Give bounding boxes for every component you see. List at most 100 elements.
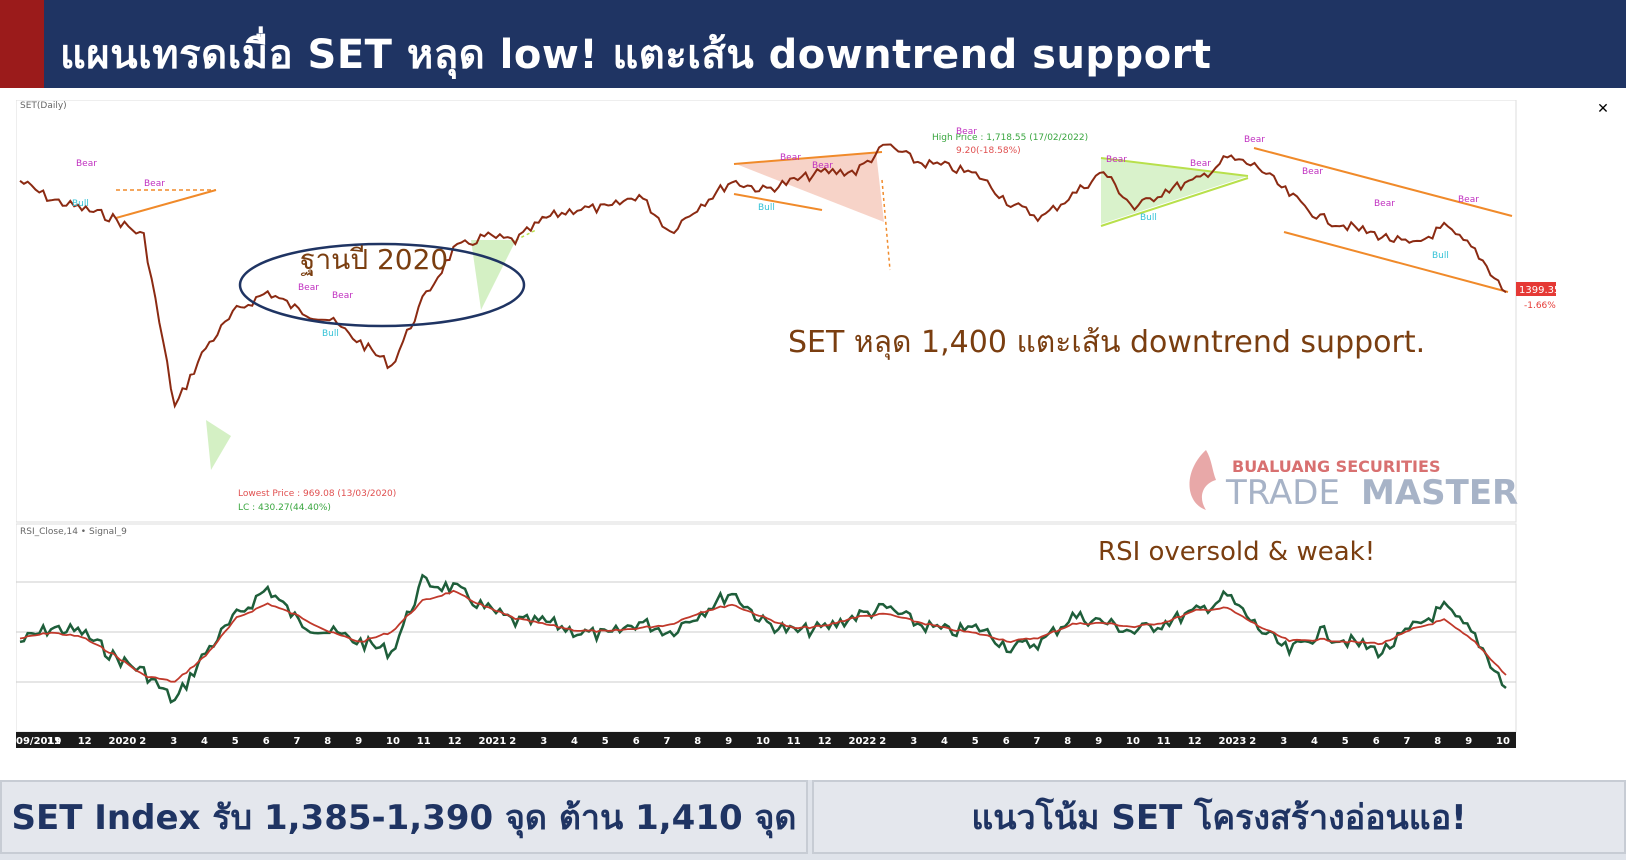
bear-marker: Bear	[298, 283, 319, 293]
x-axis-tick-label: 2	[139, 736, 146, 747]
trendline-a	[733, 151, 883, 165]
x-axis-tick-label: 10	[1496, 736, 1510, 747]
last-price-change: -1.66%	[1524, 301, 1556, 311]
downtrend-support	[1283, 231, 1509, 293]
main-annotation: SET หลุด 1,400 แตะเส้น downtrend support…	[788, 325, 1425, 361]
bear-marker: Bear	[1302, 167, 1323, 177]
x-axis-tick-label: 11	[787, 736, 801, 747]
x-axis-tick-label: 5	[972, 736, 979, 747]
bear-marker: Bear	[812, 161, 833, 171]
x-axis-tick-label: 11	[417, 736, 431, 747]
x-axis-tick-label: 4	[571, 736, 578, 747]
support-resistance-summary: SET Index รับ 1,385-1,390 จุด ต้าน 1,410…	[0, 780, 808, 854]
x-axis-tick-label: 4	[1311, 736, 1318, 747]
bull-marker: Bull	[72, 199, 89, 209]
watermark-master: MASTER	[1361, 473, 1518, 513]
watermark-line1: BUALUANG SECURITIES	[1232, 457, 1440, 476]
x-axis-tick-label: 10	[756, 736, 770, 747]
last-price-value: 1399.35	[1519, 285, 1560, 296]
watermark-trade: TRADE	[1225, 473, 1340, 513]
x-axis-tick-label: 12	[78, 736, 92, 747]
bear-marker: Bear	[1244, 135, 1265, 145]
trend-summary: แนวโน้ม SET โครงสร้างอ่อนแอ!	[812, 780, 1626, 854]
title-accent	[0, 0, 44, 88]
x-axis-tick-label: 8	[1064, 736, 1071, 747]
x-axis-tick-label: 2	[879, 736, 886, 747]
trendline-c	[1100, 157, 1249, 177]
page-title: แผนเทรดเมื่อ SET หลุด low! แตะเส้น downt…	[60, 32, 1212, 78]
price-panel-label: SET(Daily)	[20, 101, 67, 111]
x-axis-tick-label: 2023	[1219, 736, 1247, 747]
x-axis-tick-label: 10	[386, 736, 400, 747]
bear-marker: Bear	[780, 153, 801, 163]
bull-marker: Bull	[322, 329, 339, 339]
bear-marker: Bear	[144, 179, 165, 189]
triangle-pattern-1	[736, 152, 884, 222]
trademaster-watermark: BUALUANG SECURITIES TRADE MASTER	[1189, 450, 1518, 513]
x-axis-tick-label: 3	[910, 736, 917, 747]
x-axis-tick-label: 2021	[479, 736, 507, 747]
bear-marker: Bear	[1458, 195, 1479, 205]
x-axis-tick-label: 11	[47, 736, 61, 747]
x-axis-tick-label: 2	[509, 736, 516, 747]
x-axis-tick-label: 7	[1034, 736, 1041, 747]
trendline-g	[515, 229, 537, 241]
price-series-line	[19, 143, 1507, 409]
x-axis-tick-label: 6	[1003, 736, 1010, 747]
x-axis-tick-label: 7	[294, 736, 301, 747]
x-axis-tick-label: 12	[818, 736, 832, 747]
high-change-label: 9.20(-18.58%)	[956, 146, 1021, 156]
x-axis-tick-label: 6	[633, 736, 640, 747]
bull-marker: Bull	[1432, 251, 1449, 261]
downtrend-resistance	[1253, 147, 1513, 217]
rsi-annotation: RSI oversold & weak!	[1098, 537, 1375, 567]
signal-series-line	[19, 589, 1507, 683]
last-price-tag	[1516, 282, 1556, 296]
footer: SET Index รับ 1,385-1,390 จุด ต้าน 1,410…	[0, 780, 1626, 860]
x-axis-tick-label: 9	[1465, 736, 1472, 747]
lc-label: LC : 430.27(44.40%)	[238, 503, 331, 513]
x-axis-tick-label: 5	[232, 736, 239, 747]
trademaster-logo-icon	[1189, 450, 1216, 510]
x-axis-tick-label: 6	[1373, 736, 1380, 747]
x-axis-tick-label: 6	[263, 736, 270, 747]
x-axis-tick-label: 8	[694, 736, 701, 747]
trendline-e	[115, 189, 217, 219]
bear-marker: Bear	[1374, 199, 1395, 209]
x-axis-tick-label: 3	[540, 736, 547, 747]
bear-marker: Bear	[1106, 155, 1127, 165]
x-axis-tick-label: 12	[1188, 736, 1202, 747]
x-axis-tick-label: 7	[664, 736, 671, 747]
x-axis-tick-label: 9	[725, 736, 732, 747]
x-axis-tick-label: 3	[1280, 736, 1287, 747]
chart-area: SET(Daily) RSI_Close,14 • Signal_9 ฐานปี…	[16, 100, 1560, 748]
x-axis-tick-label: 9	[355, 736, 362, 747]
x-axis-tick-label: 3	[170, 736, 177, 747]
bull-marker: Bull	[1140, 213, 1157, 223]
triangle-pattern-3	[471, 240, 516, 310]
x-axis-tick-label: 2020	[109, 736, 137, 747]
x-axis-tick-label: 4	[941, 736, 948, 747]
x-axis-tick-label: 2	[1249, 736, 1256, 747]
bear-marker: Bear	[76, 159, 97, 169]
x-axis-tick-label: 8	[1434, 736, 1441, 747]
x-axis-tick-label: 12	[448, 736, 462, 747]
trendline-d	[1100, 177, 1249, 227]
x-axis-tick-label: 11	[1157, 736, 1171, 747]
x-axis-tick-label: 2022	[849, 736, 877, 747]
x-axis-tick-label: 09/2019	[16, 736, 61, 747]
close-icon[interactable]: ✕	[1597, 101, 1609, 117]
x-axis-tick-label: 10	[1126, 736, 1140, 747]
x-axis-tick-label: 9	[1095, 736, 1102, 747]
bull-marker: Bull	[758, 203, 775, 213]
x-axis-tick-label: 5	[602, 736, 609, 747]
bear-marker: Bear	[956, 127, 977, 137]
bear-marker: Bear	[1190, 159, 1211, 169]
triangle-pattern-4	[206, 420, 231, 470]
x-axis-tick-label: 5	[1342, 736, 1349, 747]
lowest-price-label: Lowest Price : 969.08 (13/03/2020)	[238, 489, 396, 499]
rsi-panel-label: RSI_Close,14 • Signal_9	[20, 527, 127, 537]
high-price-label: High Price : 1,718.55 (17/02/2022)	[932, 133, 1088, 143]
bear-marker: Bear	[332, 291, 353, 301]
